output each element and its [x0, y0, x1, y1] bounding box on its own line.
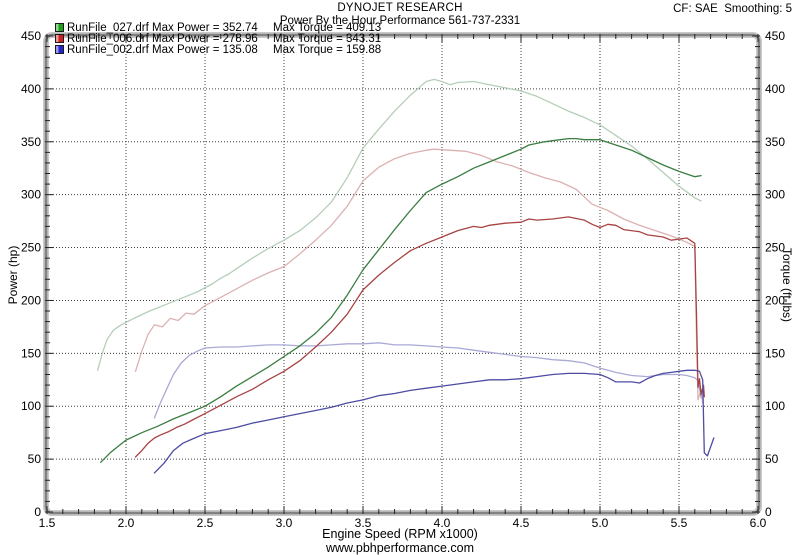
x-tick-label: 5.5 [671, 516, 688, 530]
y-tick-label-left: 50 [28, 452, 42, 466]
x-tick-label: 3.5 [355, 516, 372, 530]
plot-frame [44, 33, 761, 515]
correction-smoothing-label: CF: SAE Smoothing: 5 [673, 3, 792, 15]
legend-max-torque: Max Torque = 159.88 [273, 43, 382, 56]
y-tick-label-right: 400 [765, 82, 785, 96]
legend: RunFile_027.drf Max Power = 352.74 Max To… [55, 21, 382, 56]
series-torque-002 [153, 342, 702, 419]
y-tick-label-right: 150 [765, 346, 785, 360]
run-color-swatch-icon [55, 45, 64, 54]
x-tick-label: 4.0 [434, 516, 451, 530]
y-tick-label-left: 350 [21, 135, 41, 149]
x-axis-title: Engine Speed (RPM x1000) [322, 527, 478, 541]
y-tick-label-left: 150 [21, 346, 41, 360]
y-tick-label-left: 400 [21, 82, 41, 96]
x-tick-label: 2.5 [197, 516, 214, 530]
x-tick-label: 2.0 [118, 516, 135, 530]
legend-file-max-power: RunFile_006.drf Max Power = 278.96 [67, 32, 258, 45]
series-torque-027 [96, 78, 702, 371]
legend-file-max-power: RunFile_027.drf Max Power = 352.74 [67, 21, 258, 34]
y-tick-label-right: 250 [765, 241, 785, 255]
run-color-swatch-icon [55, 34, 64, 43]
y-tick-label-right: 100 [765, 399, 785, 413]
website-url: www.pbhperformance.com [326, 541, 474, 555]
y-tick-label-left: 300 [21, 188, 41, 202]
x-tick-label: 5.0 [592, 516, 609, 530]
series-power-027 [100, 137, 702, 463]
legend-row: RunFile_006.drf Max Power = 278.96 Max To… [55, 32, 382, 45]
legend-row: RunFile_027.drf Max Power = 352.74 Max To… [55, 21, 382, 34]
y-axis-title-power: Power (hp) [6, 245, 20, 305]
series-torque-006 [134, 148, 704, 404]
y-tick-label-right: 300 [765, 188, 785, 202]
legend-max-torque: Max Torque = 409.13 [273, 21, 382, 34]
legend-max-torque: Max Torque = 343.31 [273, 32, 382, 45]
y-tick-label-right: 450 [765, 29, 785, 43]
y-tick-label-right: 0 [765, 505, 772, 519]
y-axis-title-torque: Torque (ft-lbs) [780, 247, 794, 323]
y-tick-label-left: 100 [21, 399, 41, 413]
y-tick-label-left: 200 [21, 293, 41, 307]
y-tick-label-right: 350 [765, 135, 785, 149]
y-tick-label-left: 250 [21, 241, 41, 255]
plot-frame-outer [43, 32, 762, 516]
series-power-006 [134, 216, 705, 458]
y-tick-label-left: 0 [34, 505, 41, 519]
x-tick-label: 3.0 [276, 516, 293, 530]
x-tick-label: 1.5 [39, 516, 56, 530]
y-tick-label-right: 200 [765, 293, 785, 307]
x-tick-label: 6.0 [750, 516, 767, 530]
legend-row: RunFile_002.drf Max Power = 135.08 Max To… [55, 43, 382, 56]
shop-contact-subtitle: Power By the Hour Performance 561-737-23… [279, 15, 521, 27]
y-tick-label-right: 50 [765, 452, 779, 466]
y-tick-label-left: 450 [21, 29, 41, 43]
series-power-002 [153, 369, 715, 474]
run-color-swatch-icon [55, 23, 64, 32]
legend-file-max-power: RunFile_002.drf Max Power = 135.08 [67, 43, 258, 56]
app-title: DYNOJET RESEARCH [337, 2, 463, 14]
x-tick-label: 4.5 [513, 516, 530, 530]
